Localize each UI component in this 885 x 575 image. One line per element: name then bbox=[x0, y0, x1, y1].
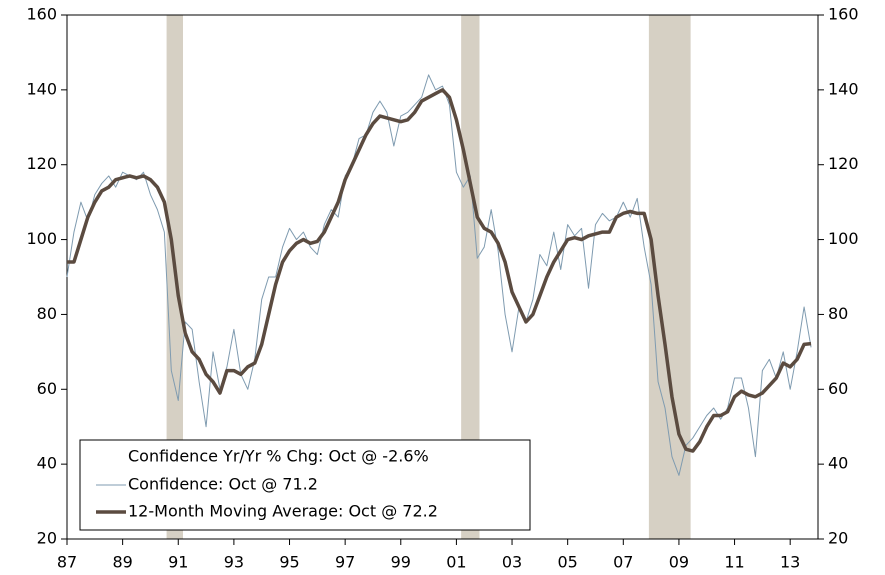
y-tick-label: 160 bbox=[26, 5, 57, 24]
y-tick-label: 60 bbox=[37, 379, 57, 398]
x-tick-label: 05 bbox=[557, 553, 577, 572]
series-line bbox=[67, 88, 812, 453]
legend-title: Confidence Yr/Yr % Chg: Oct @ -2.6% bbox=[128, 447, 429, 466]
y-tick-label: 140 bbox=[26, 79, 57, 98]
x-tick-label: 03 bbox=[502, 553, 522, 572]
y-tick-label: 120 bbox=[26, 154, 57, 173]
series-line bbox=[66, 74, 812, 476]
y2-tick-label: 20 bbox=[828, 529, 848, 548]
x-tick-label: 99 bbox=[391, 553, 411, 572]
legend-label: Confidence: Oct @ 71.2 bbox=[128, 475, 318, 494]
x-tick-label: 97 bbox=[335, 553, 355, 572]
recession-band bbox=[461, 15, 480, 539]
y2-tick-label: 120 bbox=[828, 154, 859, 173]
x-tick-label: 95 bbox=[279, 553, 299, 572]
y2-tick-label: 140 bbox=[828, 79, 859, 98]
x-tick-label: 91 bbox=[168, 553, 188, 572]
y2-tick-label: 40 bbox=[828, 454, 848, 473]
y2-tick-label: 160 bbox=[828, 5, 859, 24]
x-tick-label: 89 bbox=[112, 553, 132, 572]
x-tick-label: 13 bbox=[780, 553, 800, 572]
y-tick-label: 20 bbox=[37, 529, 57, 548]
x-tick-label: 09 bbox=[669, 553, 689, 572]
y-tick-label: 100 bbox=[26, 229, 57, 248]
x-tick-label: 01 bbox=[446, 553, 466, 572]
x-tick-label: 93 bbox=[224, 553, 244, 572]
x-tick-label: 87 bbox=[57, 553, 77, 572]
x-tick-label: 07 bbox=[613, 553, 633, 572]
legend-label: 12-Month Moving Average: Oct @ 72.2 bbox=[128, 502, 438, 521]
y-tick-label: 80 bbox=[37, 304, 57, 323]
y2-tick-label: 80 bbox=[828, 304, 848, 323]
legend-box bbox=[79, 439, 531, 531]
y2-tick-label: 100 bbox=[828, 229, 859, 248]
y2-tick-label: 60 bbox=[828, 379, 848, 398]
x-tick-label: 11 bbox=[724, 553, 744, 572]
y-tick-label: 40 bbox=[37, 454, 57, 473]
